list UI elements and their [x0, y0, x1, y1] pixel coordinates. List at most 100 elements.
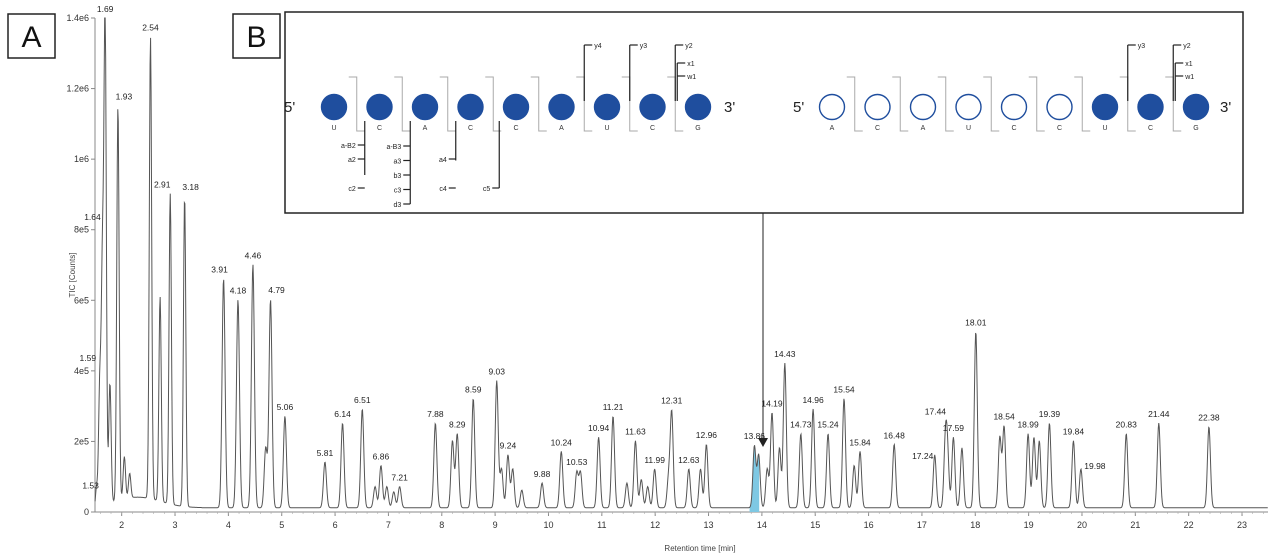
x-tick-label: 10	[543, 520, 553, 530]
peak-label: 19.84	[1063, 427, 1085, 437]
peak-label: 14.43	[774, 349, 796, 359]
y-tick-label: 1e6	[74, 154, 89, 164]
c-ion-label: c2	[348, 186, 356, 193]
y-ion-label: y3	[640, 43, 648, 50]
peak-label: 1.93	[116, 91, 133, 101]
nucleotide-circle	[593, 93, 621, 121]
nucleotide-circle	[366, 93, 393, 121]
peak-label: 7.88	[427, 409, 444, 419]
c-ion-label: a3	[393, 159, 401, 166]
y-axis-title: TIC [Counts]	[68, 253, 77, 298]
nucleotide-label: C	[1011, 125, 1016, 132]
oligonucleotide-fragmentation-inset: 5' 3' 5' 3' U C A C C A U C Gy4 y3 y2 x1 w1 a-B2 a2 c2 a…	[284, 11, 1244, 447]
panel-b-text: B	[246, 21, 266, 54]
peak-label: 1.53	[82, 480, 99, 490]
peak-label: 11.21	[603, 402, 624, 412]
peak-label: 22.38	[1198, 413, 1220, 423]
panel-a-text: A	[21, 21, 41, 54]
left-three-prime-label: 3'	[724, 99, 735, 116]
c-ion-label: c3	[394, 188, 402, 195]
c-ion-label: b3	[393, 173, 401, 180]
peak-labels: 1.53 1.59 1.64 1.69 1.93 2.54 2.91 3.18 3.91 4.18…	[80, 4, 1220, 490]
x-tick-label: 14	[757, 520, 767, 530]
tic-trace-line	[94, 17, 1268, 509]
peak-label: 9.03	[488, 367, 505, 377]
c-ion-label: a-B2	[341, 143, 356, 150]
xw-ion-label: x1	[687, 61, 695, 68]
x-tick-label: 19	[1024, 520, 1034, 530]
backbone-bracket	[394, 76, 411, 132]
peak-label: 19.98	[1084, 461, 1106, 471]
peak-label: 3.18	[182, 182, 199, 192]
y-tick-label: 1.4e6	[66, 13, 89, 23]
nucleotide-label: C	[1148, 125, 1153, 132]
nucleotide-circle	[502, 93, 530, 121]
peak-label: 14.19	[761, 398, 783, 408]
nucleotide-label: U	[966, 125, 971, 132]
peak-label: 17.24	[912, 451, 934, 461]
nucleotide-circle	[818, 93, 846, 121]
left-strand: U C A C C A U C Gy4 y3 y2 x1 w1 a-B2 a2 c2 a-B3 a3 b3 c3 d3 a…	[320, 43, 712, 209]
peak-label: 6.86	[373, 451, 390, 461]
nucleotide-label: A	[830, 125, 835, 132]
x-tick-label: 12	[650, 520, 660, 530]
x-tick-label: 8	[439, 520, 444, 530]
backbone-bracket	[1165, 76, 1182, 132]
peak-label: 15.24	[817, 420, 839, 430]
peak-label: 12.63	[678, 455, 700, 465]
backbone-bracket	[576, 76, 593, 132]
peak-label: 15.84	[849, 437, 871, 447]
x-axis: 2 3 4 5 6 7 8 9 10 11 12 13 14 15 16 17 18 19 20 21 22 23	[95, 511, 1268, 530]
nucleotide-label: C	[468, 125, 473, 132]
x-tick-label: 22	[1184, 520, 1194, 530]
peak-label: 17.59	[943, 423, 965, 433]
peak-label: 10.94	[588, 423, 610, 433]
x-tick-label: 13	[704, 520, 714, 530]
backbone-bracket	[439, 76, 456, 132]
y-ion-label: y2	[1183, 43, 1191, 50]
nucleotide-label: U	[331, 125, 336, 132]
peak-label: 16.48	[884, 430, 906, 440]
c-ion-label: c5	[483, 186, 491, 193]
peak-label: 4.18	[230, 286, 247, 296]
x-tick-label: 20	[1077, 520, 1087, 530]
y-tick-label: 4e5	[74, 366, 89, 376]
backbone-bracket	[937, 76, 954, 132]
nucleotide-circle	[1046, 93, 1073, 121]
xw-ion-label: w1	[1184, 74, 1194, 81]
nucleotide-label: C	[1057, 125, 1062, 132]
c-ion-label: c4	[439, 186, 447, 193]
x-axis-title: Retention time [min]	[664, 544, 735, 553]
x-tick-label: 3	[173, 520, 178, 530]
peak-label: 9.24	[500, 441, 517, 451]
panel-a-letter: A	[7, 13, 56, 59]
peak-label: 1.64	[84, 212, 101, 222]
nucleotide-circle	[1182, 93, 1210, 121]
nucleotide-circle	[457, 93, 484, 121]
inset-frame	[284, 11, 1244, 214]
peak-label: 10.24	[551, 437, 573, 447]
nucleotide-circle	[1091, 93, 1119, 121]
peak-label: 12.31	[661, 396, 683, 406]
xw-ion-label: w1	[686, 74, 696, 81]
backbone-bracket	[530, 76, 547, 132]
peak-label: 8.59	[465, 384, 482, 394]
left-five-prime-label: 5'	[284, 99, 295, 116]
x-tick-label: 18	[970, 520, 980, 530]
peak-label: 13.86	[744, 431, 766, 441]
backbone-bracket	[485, 76, 502, 132]
y-tick-label: 8e5	[74, 225, 89, 235]
backbone-bracket	[1028, 76, 1045, 132]
c-ion-label: d3	[393, 202, 401, 209]
peak-label: 19.39	[1039, 409, 1061, 419]
y-ion-label: y3	[1138, 43, 1146, 50]
c-ion-label: a4	[439, 157, 447, 164]
nucleotide-circle	[411, 93, 439, 121]
backbone-bracket	[892, 76, 909, 132]
backbone-bracket	[983, 76, 1000, 132]
x-tick-label: 23	[1237, 520, 1247, 530]
nucleotide-circle	[864, 93, 891, 121]
peak-label: 3.91	[211, 264, 228, 274]
nucleotide-label: A	[559, 125, 564, 132]
